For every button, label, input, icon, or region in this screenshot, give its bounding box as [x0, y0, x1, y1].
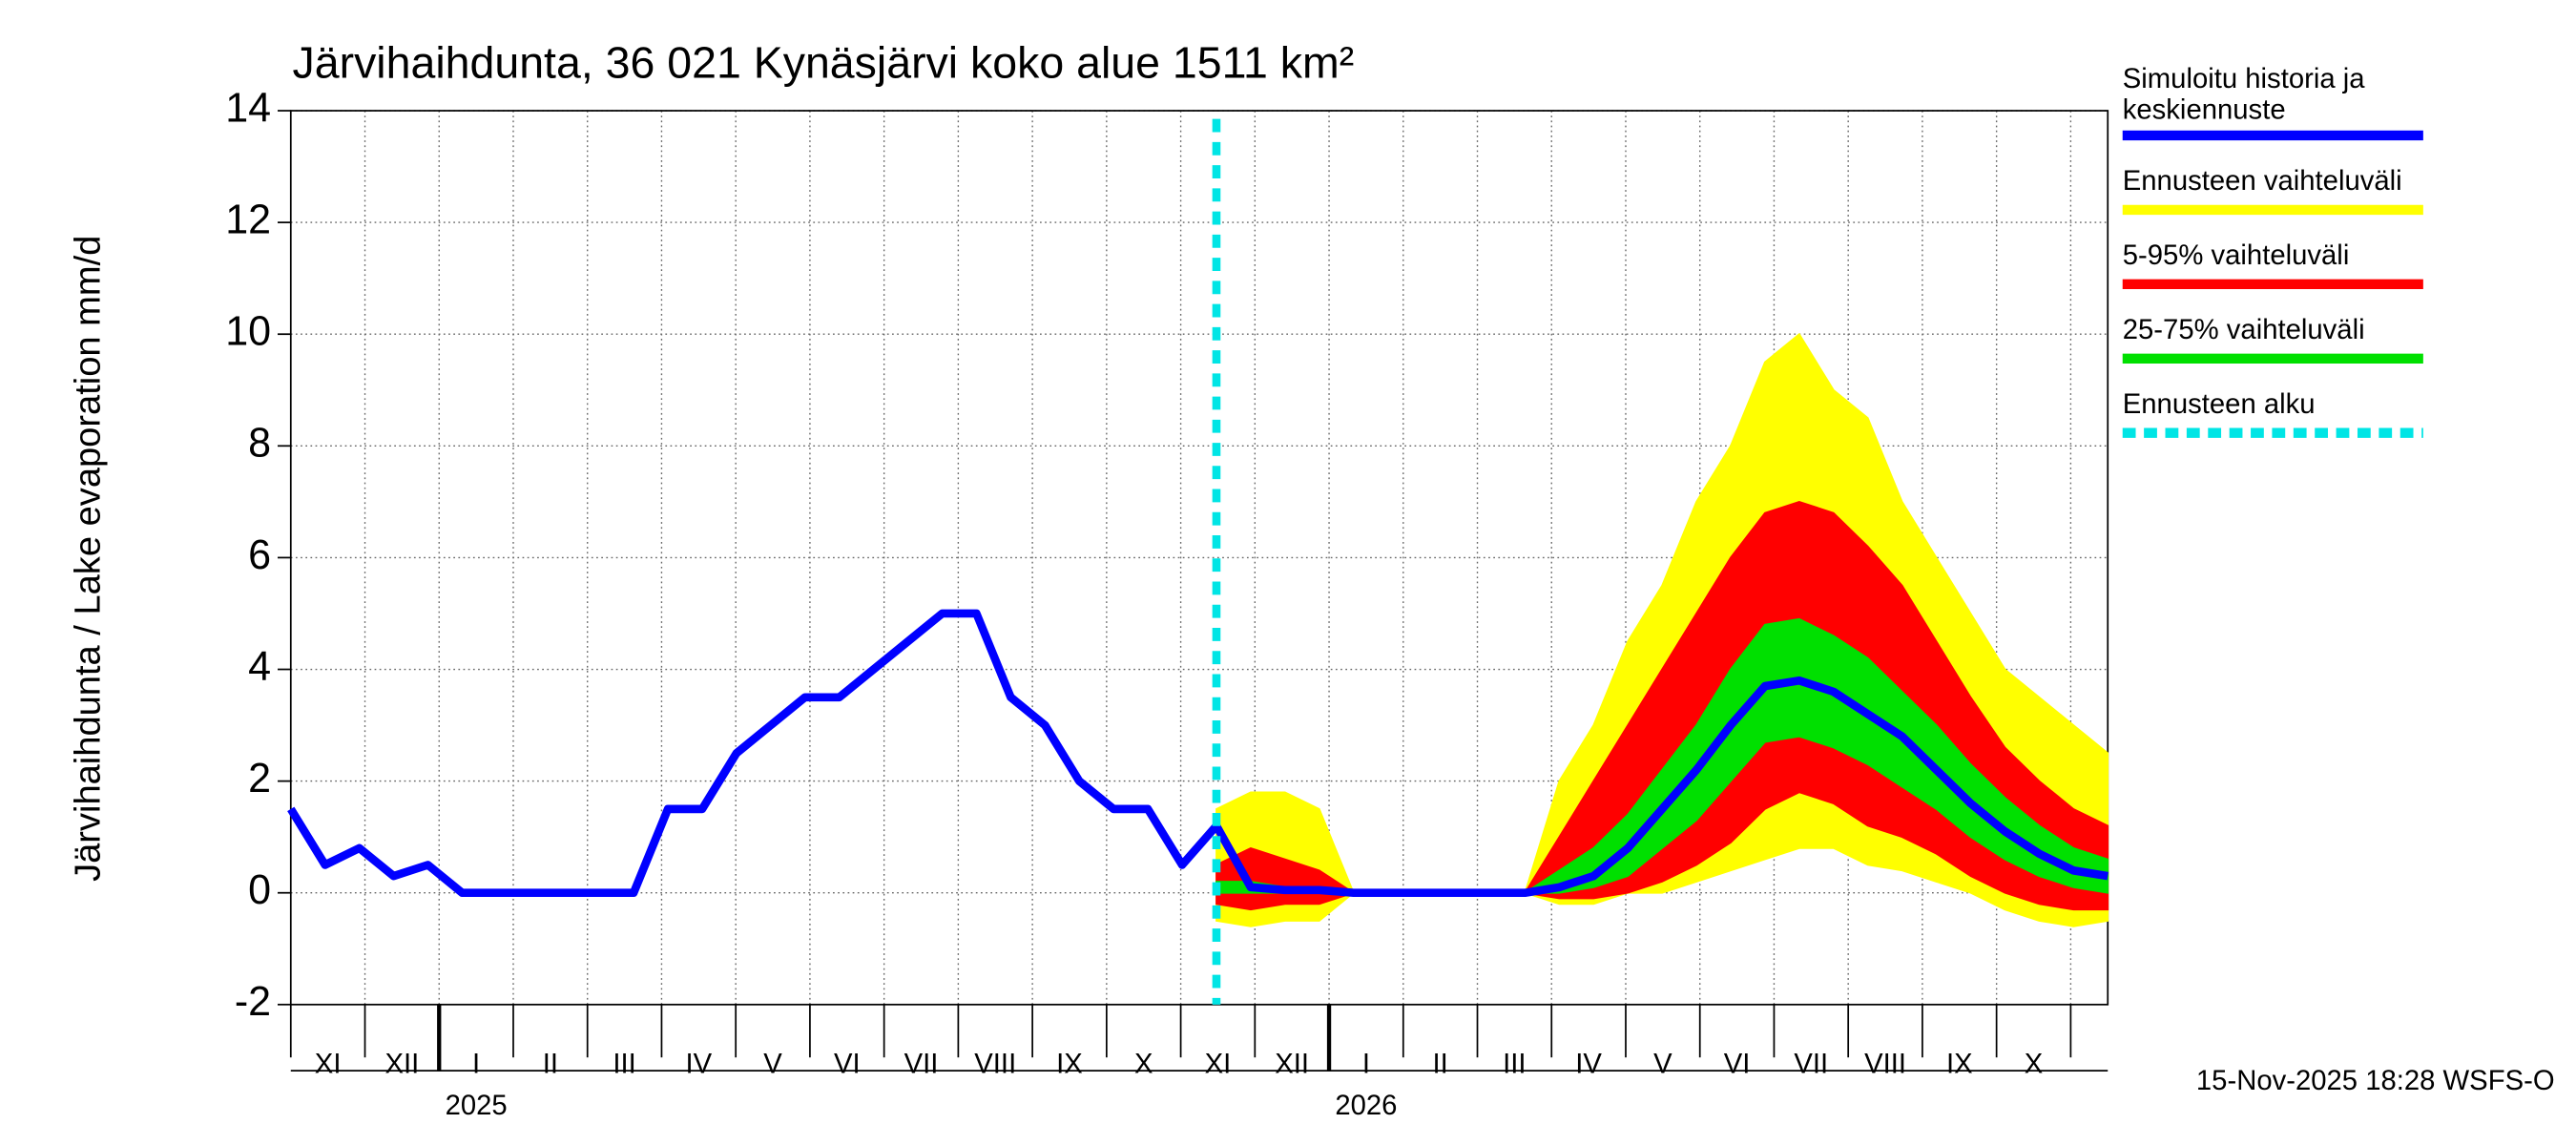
x-tick-label: VIII: [974, 1049, 1016, 1080]
x-tick-label: XI: [1205, 1049, 1232, 1080]
x-tick-label: III: [1503, 1049, 1526, 1080]
x-tick-label: I: [472, 1049, 480, 1080]
x-tick-label: IX: [1946, 1049, 1973, 1080]
x-tick-label: VII: [1794, 1049, 1828, 1080]
y-tick-label: 8: [248, 421, 271, 467]
x-tick-label: XII: [1275, 1049, 1309, 1080]
plot-frame: [289, 110, 2109, 1006]
x-tick-label: VI: [1724, 1049, 1751, 1080]
y-tick-label: -2: [235, 979, 271, 1025]
x-tick-label: VIII: [1864, 1049, 1906, 1080]
footer: 15-Nov-2025 18:28 WSFS-O: [2196, 1065, 2555, 1096]
y-tick-label: 6: [248, 532, 271, 578]
legend-label: 25-75% vaihteluväli: [2122, 314, 2365, 345]
legend-label: 5-95% vaihteluväli: [2122, 239, 2350, 271]
x-tick-label: V: [1653, 1049, 1672, 1080]
legend-label-box: Ennusteen alku: [2122, 387, 2316, 420]
x-tick-label: VI: [834, 1049, 861, 1080]
y-tick-label: 0: [248, 867, 271, 913]
legend-label: Ennusteen alku: [2122, 387, 2316, 420]
x-tick-label: X: [1134, 1049, 1153, 1080]
x-tick-label: II: [543, 1049, 558, 1080]
x-tick-label: II: [1433, 1049, 1448, 1080]
y-tick-label: 12: [225, 197, 271, 242]
year-label: 2025: [446, 1090, 508, 1121]
x-tick-label: IX: [1056, 1049, 1083, 1080]
chart-title: Järvihaihdunta, 36 021 Kynäsjärvi koko a…: [293, 37, 1355, 87]
x-tick-label: III: [613, 1049, 635, 1080]
y-tick-label: 10: [225, 309, 271, 355]
y-tick-label: 4: [248, 644, 271, 690]
x-tick-label: VII: [904, 1049, 939, 1080]
x-tick-label: V: [763, 1049, 782, 1080]
legend-label-box: 5-95% vaihteluväli: [2122, 239, 2350, 271]
legend-label-box: 25-75% vaihteluväli: [2122, 314, 2365, 345]
legend-label: Ennusteen vaihteluväli: [2122, 165, 2402, 198]
year-label: 2026: [1335, 1090, 1397, 1121]
y-tick-label: 14: [225, 85, 271, 131]
series-line: [287, 609, 2109, 898]
legend-label-box: Simuloitu historia ja keskiennuste: [2122, 62, 2365, 126]
x-tick-label: IV: [1575, 1049, 1602, 1080]
x-tick-label: XI: [315, 1049, 342, 1080]
y-tick-label: 2: [248, 756, 271, 802]
x-tick-label: IV: [685, 1049, 712, 1080]
legend-label: Simuloitu historia ja keskiennuste: [2122, 62, 2365, 126]
x-tick-label: XII: [384, 1049, 419, 1080]
y-axis-label: Järvihaihdunta / Lake evaporation mm/d: [69, 236, 109, 882]
legend-label-box: Ennusteen vaihteluväli: [2122, 165, 2402, 198]
x-tick-label: I: [1362, 1049, 1370, 1080]
x-tick-label: X: [2025, 1049, 2044, 1080]
